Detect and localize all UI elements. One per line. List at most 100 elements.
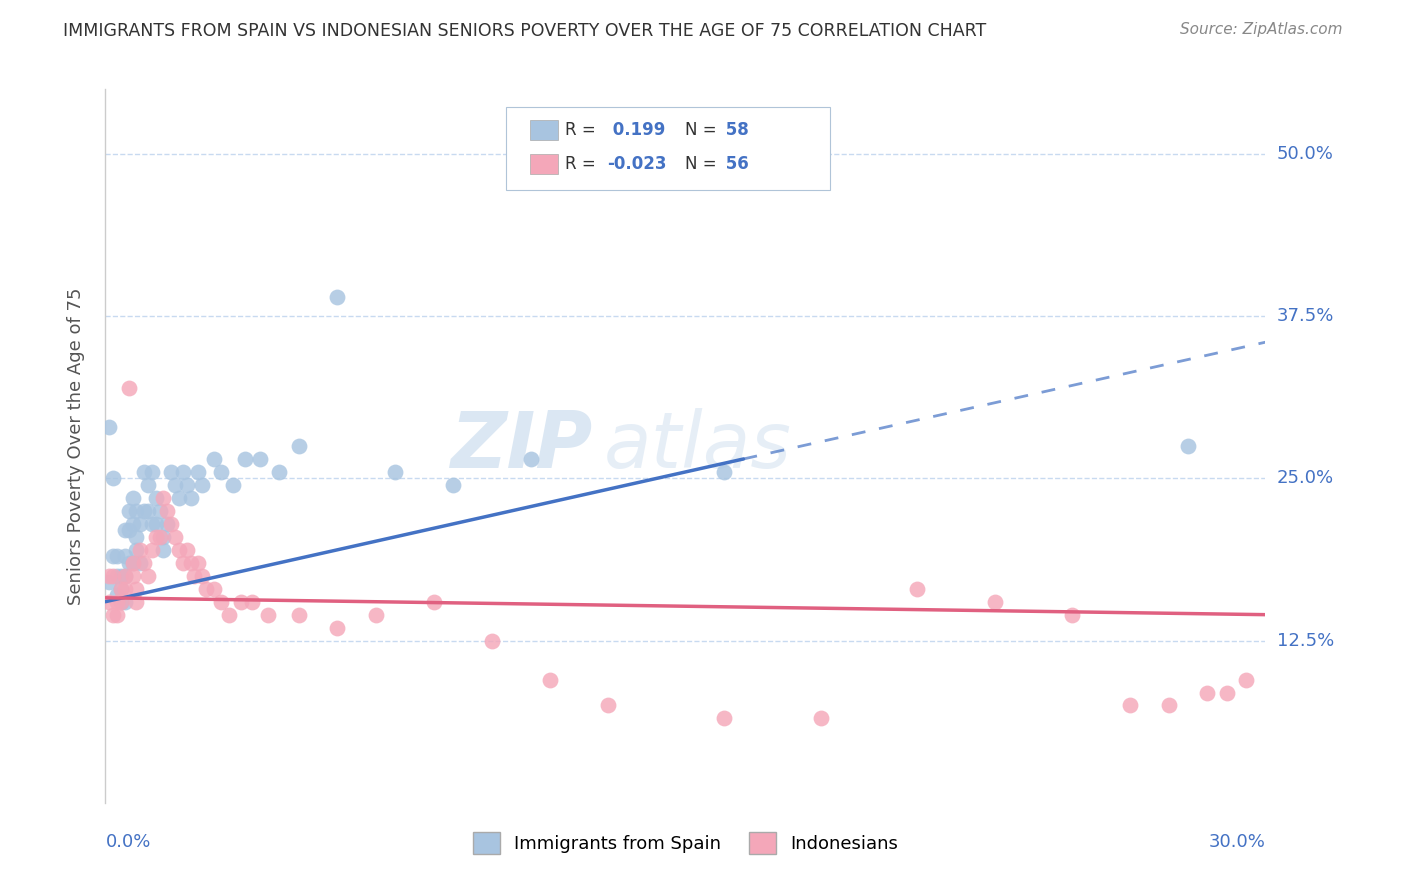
Point	[907, 582, 929, 596]
Point	[326, 290, 349, 304]
Point	[114, 549, 136, 564]
Text: R =: R =	[565, 155, 596, 173]
Text: IMMIGRANTS FROM SPAIN VS INDONESIAN SENIORS POVERTY OVER THE AGE OF 75 CORRELATI: IMMIGRANTS FROM SPAIN VS INDONESIAN SENI…	[63, 22, 987, 40]
Point	[105, 568, 128, 582]
Point	[520, 452, 543, 467]
Point	[1157, 698, 1180, 713]
Point	[156, 504, 179, 518]
Point	[713, 711, 735, 725]
Point	[149, 504, 172, 518]
Point	[105, 595, 128, 609]
Point	[180, 556, 202, 570]
Point	[110, 582, 132, 596]
Point	[125, 504, 148, 518]
Point	[145, 491, 167, 505]
Point	[326, 621, 349, 635]
Point	[191, 568, 214, 582]
Point	[141, 542, 163, 557]
Point	[110, 595, 132, 609]
Point	[114, 524, 136, 538]
Point	[118, 381, 141, 395]
Point	[110, 568, 132, 582]
Point	[114, 595, 136, 609]
Point	[141, 516, 163, 531]
Point	[180, 491, 202, 505]
Point	[98, 575, 121, 590]
Point	[165, 530, 187, 544]
Point	[149, 530, 172, 544]
Text: R =: R =	[565, 121, 596, 139]
Text: 30.0%: 30.0%	[1209, 833, 1265, 851]
Point	[222, 478, 245, 492]
Point	[118, 504, 141, 518]
Point	[441, 478, 464, 492]
Text: 50.0%: 50.0%	[1277, 145, 1333, 163]
Point	[218, 607, 240, 622]
Point	[152, 530, 174, 544]
Point	[288, 439, 311, 453]
Point	[187, 556, 209, 570]
Point	[125, 542, 148, 557]
Point	[136, 478, 159, 492]
Point	[713, 465, 735, 479]
Legend: Immigrants from Spain, Indonesians: Immigrants from Spain, Indonesians	[472, 832, 898, 855]
Point	[98, 595, 121, 609]
Text: 58: 58	[720, 121, 748, 139]
Point	[191, 478, 214, 492]
Point	[103, 607, 124, 622]
Point	[132, 465, 156, 479]
Point	[172, 465, 194, 479]
Point	[384, 465, 406, 479]
Point	[125, 582, 148, 596]
Point	[105, 549, 128, 564]
Point	[110, 595, 132, 609]
Point	[98, 568, 121, 582]
Point	[172, 556, 194, 570]
Text: Source: ZipAtlas.com: Source: ZipAtlas.com	[1180, 22, 1343, 37]
Text: 12.5%: 12.5%	[1277, 632, 1334, 649]
Point	[165, 478, 187, 492]
Point	[121, 556, 143, 570]
Point	[233, 452, 256, 467]
Point	[114, 582, 136, 596]
Point	[145, 516, 167, 531]
Point	[160, 465, 183, 479]
Text: atlas: atlas	[605, 408, 792, 484]
Point	[167, 542, 190, 557]
Point	[114, 568, 136, 582]
Point	[176, 478, 198, 492]
Point	[194, 582, 218, 596]
Text: ZIP: ZIP	[450, 408, 593, 484]
Point	[202, 582, 225, 596]
Point	[269, 465, 291, 479]
Point	[132, 556, 156, 570]
Point	[125, 595, 148, 609]
Point	[229, 595, 252, 609]
Point	[98, 419, 121, 434]
Point	[103, 568, 124, 582]
Text: -0.023: -0.023	[607, 155, 666, 173]
Point	[132, 504, 156, 518]
Point	[136, 568, 159, 582]
Point	[105, 588, 128, 602]
Point	[257, 607, 280, 622]
Point	[176, 542, 198, 557]
Point	[242, 595, 264, 609]
Point	[183, 568, 205, 582]
Point	[810, 711, 832, 725]
Point	[121, 491, 143, 505]
Point	[136, 504, 159, 518]
Point	[1197, 685, 1219, 699]
Point	[121, 568, 143, 582]
Point	[156, 516, 179, 531]
Point	[1119, 698, 1142, 713]
Point	[481, 633, 503, 648]
Text: 37.5%: 37.5%	[1277, 307, 1334, 326]
Point	[211, 595, 233, 609]
Point	[160, 516, 183, 531]
Point	[202, 452, 225, 467]
Point	[125, 530, 148, 544]
Point	[118, 524, 141, 538]
Text: 0.0%: 0.0%	[105, 833, 150, 851]
Text: 56: 56	[720, 155, 748, 173]
